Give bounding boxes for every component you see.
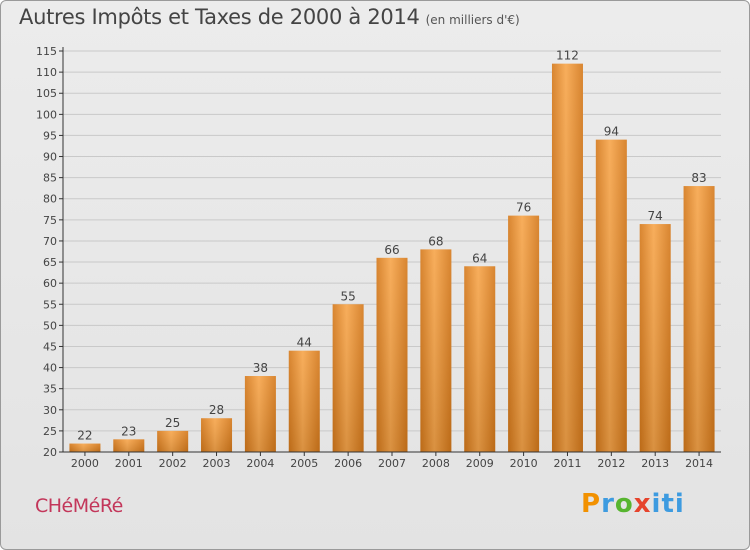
chart-title: Autres Impôts et Taxes de 2000 à 2014 (en… [19, 5, 520, 29]
data-label: 94 [604, 125, 619, 139]
data-label: 38 [253, 361, 268, 375]
x-tick-label: 2010 [510, 457, 538, 470]
y-tick-label: 95 [43, 129, 57, 142]
data-label: 83 [691, 171, 706, 185]
bar-shade [157, 430, 189, 452]
y-tick-label: 70 [43, 235, 57, 248]
bar-shade [508, 215, 540, 452]
x-tick-label: 2001 [115, 457, 143, 470]
y-tick-label: 40 [43, 362, 57, 375]
bar-shade [244, 376, 276, 452]
x-tick-label: 2000 [71, 457, 99, 470]
x-tick-label: 2011 [553, 457, 581, 470]
y-tick-label: 115 [36, 45, 57, 58]
x-tick-label: 2007 [378, 457, 406, 470]
x-tick-label: 2014 [685, 457, 713, 470]
y-tick-label: 65 [43, 256, 57, 269]
y-tick-label: 105 [36, 87, 57, 100]
bar-shade [595, 139, 627, 453]
bars [69, 63, 715, 453]
data-label: 25 [165, 416, 180, 430]
chart-subtitle: (en milliers d'€) [425, 13, 520, 27]
y-tick-label: 45 [43, 340, 57, 353]
bar-shade [113, 439, 145, 452]
y-tick-label: 35 [43, 383, 57, 396]
bar-shade [551, 63, 583, 453]
bar-shade [683, 186, 715, 453]
data-label: 64 [472, 251, 487, 265]
y-tick-label: 50 [43, 319, 57, 332]
x-tick-label: 2009 [466, 457, 494, 470]
bar-shade [464, 266, 496, 452]
y-tick-label: 80 [43, 193, 57, 206]
data-label: 66 [384, 243, 399, 257]
data-labels: 22 23 25 28 38 44 55 66 68 64 76 112 94 74 83 [77, 49, 706, 443]
y-tick-label: 75 [43, 214, 57, 227]
bar-shade [69, 443, 101, 452]
x-tick-label: 2006 [334, 457, 362, 470]
bar-shade [201, 418, 233, 452]
data-label: 28 [209, 403, 224, 417]
x-tick-label: 2012 [597, 457, 625, 470]
bar-shade [639, 224, 671, 452]
data-label: 76 [516, 201, 531, 215]
data-label: 74 [648, 209, 663, 223]
chart-title-text: Autres Impôts et Taxes de 2000 à 2014 [19, 5, 420, 29]
x-tick-label: 2003 [203, 457, 231, 470]
x-tick-label: 2013 [641, 457, 669, 470]
bar-shade [376, 257, 408, 452]
y-tick-label: 60 [43, 277, 57, 290]
commune-name: CHéMéRé [35, 495, 123, 517]
y-tick-label: 25 [43, 425, 57, 438]
data-label: 68 [428, 234, 443, 248]
x-tick-label: 2004 [246, 457, 274, 470]
y-tick-label: 110 [36, 66, 57, 79]
y-tick-label: 20 [43, 446, 57, 459]
data-label: 44 [297, 336, 312, 350]
y-tick-labels: 20 25 30 35 40 45 50 55 60 65 70 75 80 85 90 95 100 105 11… [36, 45, 63, 459]
data-label: 23 [121, 424, 136, 438]
data-label: 55 [340, 289, 355, 303]
data-label: 22 [77, 429, 92, 443]
brand-logo: Proxiti [581, 489, 685, 519]
y-tick-label: 90 [43, 151, 57, 164]
data-label: 112 [556, 49, 579, 63]
bar-shade [420, 249, 452, 452]
x-tick-label: 2002 [159, 457, 187, 470]
y-tick-label: 30 [43, 404, 57, 417]
y-tick-label: 55 [43, 298, 57, 311]
x-tick-label: 2005 [290, 457, 318, 470]
y-tick-label: 100 [36, 108, 57, 121]
x-tick-labels: 2000 2001 2002 2003 2004 2005 2006 2007 2008 2009… [71, 452, 713, 470]
y-tick-label: 85 [43, 172, 57, 185]
bar-shade [288, 350, 320, 452]
bar-shade [332, 304, 364, 452]
x-tick-label: 2008 [422, 457, 450, 470]
